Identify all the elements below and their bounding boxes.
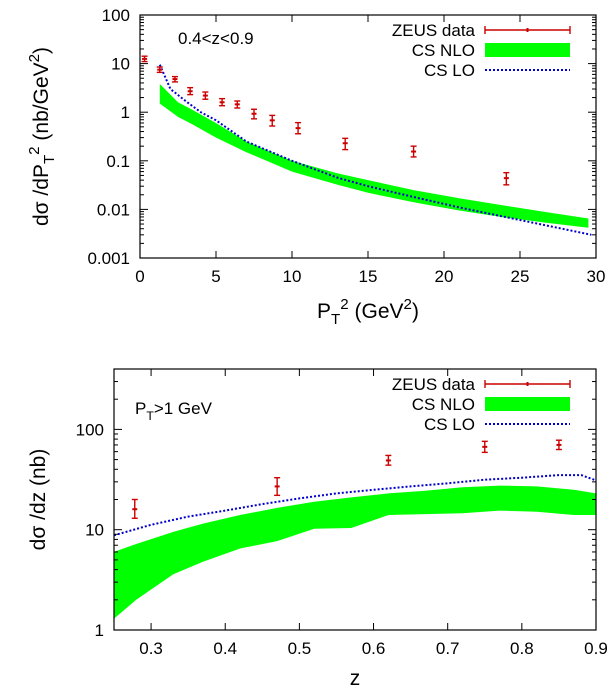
zeus-data-point bbox=[503, 171, 510, 186]
zeus-data-point bbox=[202, 91, 209, 100]
x-axis-label: PT2 (GeV2) bbox=[317, 296, 419, 328]
y-tick-label: 0.1 bbox=[106, 152, 130, 171]
y-tick-label: 10 bbox=[111, 55, 130, 74]
zeus-data-point bbox=[274, 476, 281, 497]
cs-nlo-band bbox=[159, 84, 589, 228]
x-tick-label: 5 bbox=[211, 267, 220, 286]
legend-swatch-band bbox=[485, 397, 570, 411]
y-axis-label: dσ /dz (nb) bbox=[27, 449, 50, 551]
legend-label: CS LO bbox=[424, 61, 475, 80]
zeus-data-point bbox=[171, 75, 178, 83]
panel-annotation: PT>1 GeV bbox=[135, 399, 213, 423]
x-tick-label: 10 bbox=[283, 267, 302, 286]
cs-lo-line bbox=[158, 64, 592, 236]
zeus-data-point bbox=[234, 100, 241, 109]
legend-label: ZEUS data bbox=[392, 21, 476, 40]
y-tick-label: 1 bbox=[121, 103, 130, 122]
plot-area bbox=[114, 439, 596, 619]
zeus-data-point bbox=[269, 114, 276, 127]
y-tick-label: 0.01 bbox=[97, 200, 130, 219]
zeus-data-point bbox=[555, 439, 562, 451]
cs-lo-line bbox=[114, 474, 596, 537]
legend-label: CS NLO bbox=[412, 395, 475, 414]
cs-nlo-band bbox=[114, 485, 596, 619]
zeus-data-point bbox=[481, 440, 488, 454]
y-tick-label: 10 bbox=[85, 521, 104, 540]
zeus-data-point bbox=[385, 454, 392, 466]
panel-top: 0 5 10 15 20 25 30 0.001 0.01 0.1 1 10 100 PT2 (GeV2)… bbox=[26, 6, 605, 328]
zeus-data-point bbox=[141, 55, 148, 63]
panel-annotation: 0.4<z<0.9 bbox=[178, 29, 254, 48]
x-axis-label: z bbox=[350, 667, 361, 690]
x-tick-label: 15 bbox=[359, 267, 378, 286]
legend-label: CS NLO bbox=[412, 41, 475, 60]
x-tick-label: 0 bbox=[135, 267, 144, 286]
legend-swatch-band bbox=[485, 43, 570, 57]
x-tick-label: 30 bbox=[587, 267, 606, 286]
y-tick-label: 1 bbox=[95, 621, 104, 640]
zeus-data-point bbox=[410, 145, 417, 158]
y-tick-label: 100 bbox=[102, 6, 130, 25]
x-tick-label: 0.5 bbox=[288, 639, 312, 658]
zeus-data-point bbox=[295, 121, 302, 135]
x-tick-label: 0.3 bbox=[139, 639, 163, 658]
x-tick-label: 0.4 bbox=[213, 639, 237, 658]
legend-label: CS LO bbox=[424, 415, 475, 434]
zeus-data-point bbox=[251, 108, 257, 120]
zeus-data-point bbox=[156, 66, 163, 74]
x-tick-label: 0.8 bbox=[510, 639, 534, 658]
x-tick-label: 0.9 bbox=[584, 639, 608, 658]
zeus-data-point bbox=[187, 86, 194, 96]
panel-bottom: 0.3 0.4 0.5 0.6 0.7 0.8 0.9 1 10 100 z dσ /dz (nb) P… bbox=[27, 368, 608, 690]
x-tick-label: 25 bbox=[511, 267, 530, 286]
x-tick-label: 0.6 bbox=[362, 639, 386, 658]
zeus-data-point bbox=[219, 97, 226, 107]
legend-label: ZEUS data bbox=[392, 375, 476, 394]
y-tick-label: 100 bbox=[76, 420, 104, 439]
zeus-data-point bbox=[131, 498, 138, 519]
zeus-data-point bbox=[342, 137, 349, 151]
x-tick-label: 0.7 bbox=[436, 639, 460, 658]
x-tick-label: 20 bbox=[435, 267, 454, 286]
y-tick-label: 0.001 bbox=[87, 249, 130, 268]
plot-area bbox=[141, 55, 592, 236]
y-axis-label: dσ /dPT2 (nb/GeV2) bbox=[26, 47, 58, 226]
